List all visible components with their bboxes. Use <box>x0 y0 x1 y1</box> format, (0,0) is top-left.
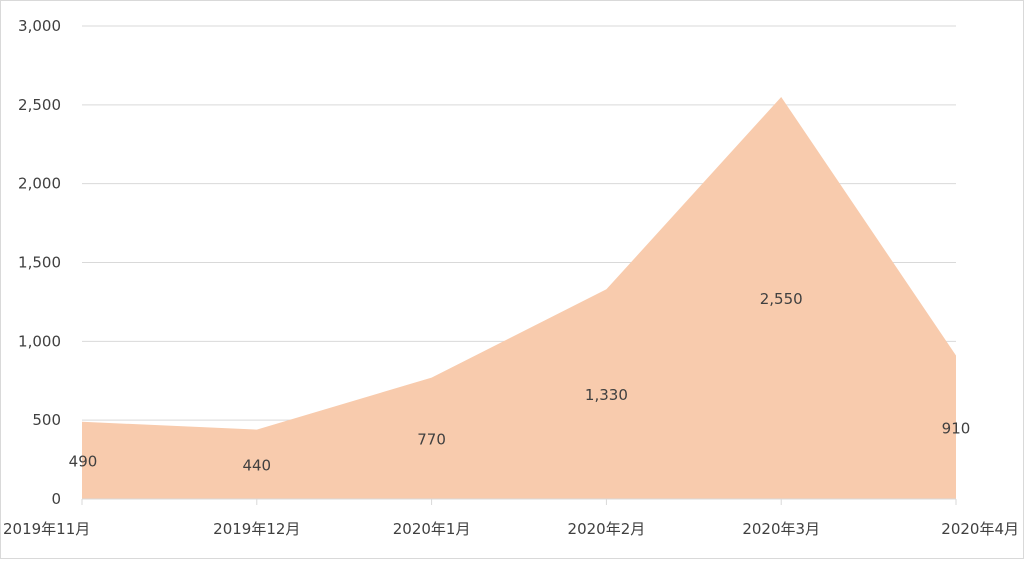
series-area-group <box>82 96 956 499</box>
x-tick-label: 2020年3月 <box>742 520 820 538</box>
y-tick-label: 2,000 <box>18 175 61 193</box>
data-label: 1,330 <box>585 386 628 404</box>
data-labels: 490 440 770 1,330 2,550 910 <box>69 290 971 474</box>
data-label: 440 <box>242 456 271 474</box>
data-label: 910 <box>942 419 971 437</box>
x-tick-label: 2020年4月 <box>941 520 1019 538</box>
data-label: 2,550 <box>760 290 803 308</box>
y-tick-label: 0 <box>51 490 61 508</box>
y-tick-label: 3,000 <box>18 17 61 35</box>
data-label: 770 <box>417 430 446 448</box>
y-tick-label: 500 <box>32 411 61 429</box>
data-label: 490 <box>69 452 98 470</box>
x-axis <box>81 498 957 505</box>
y-tick-label: 1,500 <box>18 254 61 272</box>
x-tick-label: 2020年2月 <box>568 520 646 538</box>
x-tick-label: 2019年11月 <box>3 520 90 538</box>
x-tick-label: 2020年1月 <box>393 520 471 538</box>
x-tick-label: 2019年12月 <box>213 520 300 538</box>
y-axis-tick-labels: 0 500 1,000 1,500 2,000 2,500 3,000 <box>18 17 61 508</box>
x-axis-tick-labels: 2019年11月 2019年12月 2020年1月 2020年2月 2020年3月 202… <box>3 520 1019 538</box>
y-tick-label: 1,000 <box>18 332 61 350</box>
y-tick-label: 2,500 <box>18 96 61 114</box>
series-area <box>82 96 956 499</box>
